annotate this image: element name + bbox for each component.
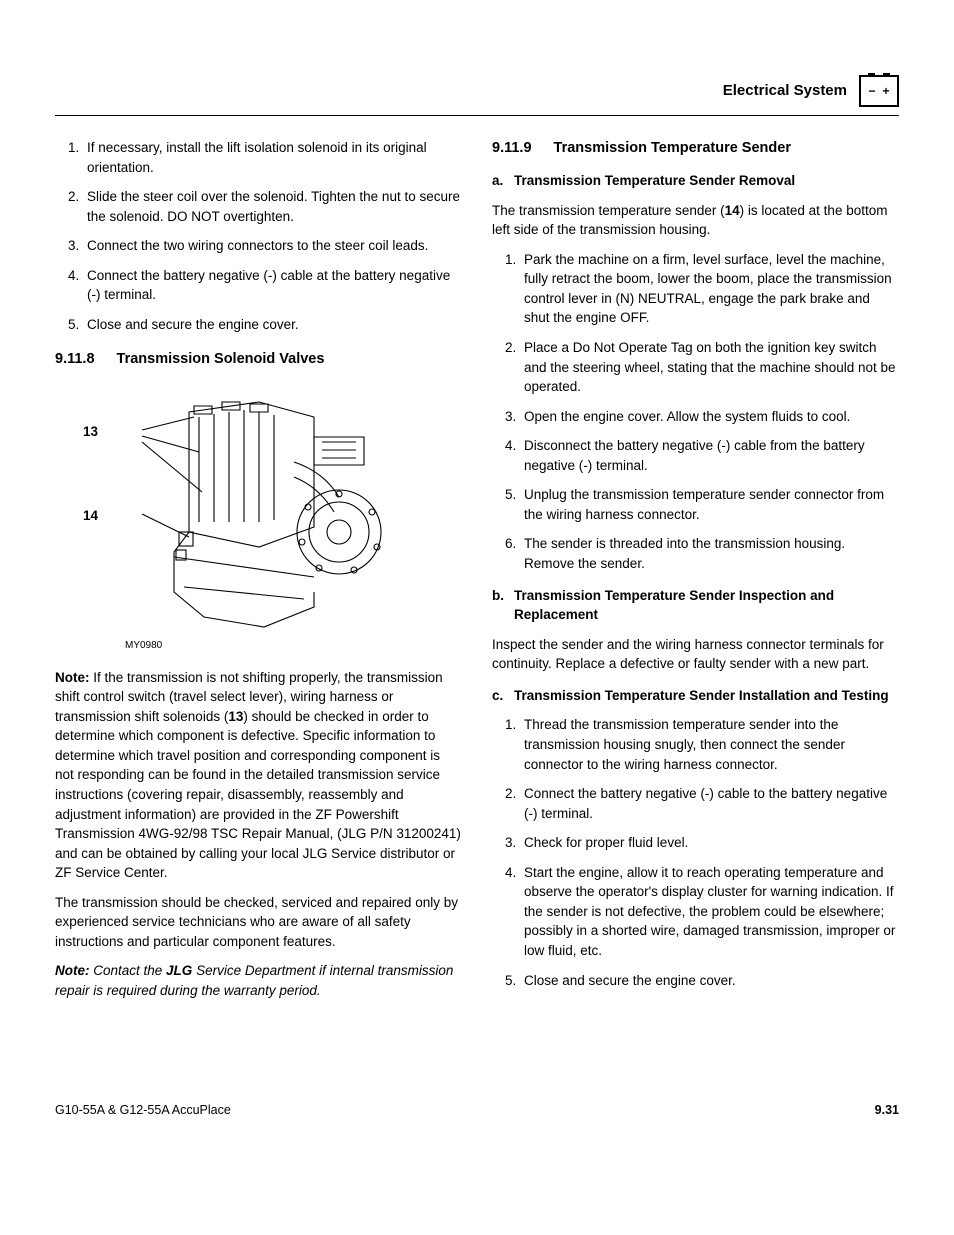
sub-letter: a. — [492, 171, 514, 191]
sender-location: The transmission temperature sender (14)… — [492, 201, 899, 240]
list-item: Slide the steer coil over the solenoid. … — [83, 187, 462, 226]
sub-letter: c. — [492, 686, 514, 706]
list-item: Open the engine cover. Allow the system … — [520, 407, 899, 427]
list-item: Connect the two wiring connectors to the… — [83, 236, 462, 256]
list-item: Connect the battery negative (-) cable a… — [83, 266, 462, 305]
list-item: Unplug the transmission temperature send… — [520, 485, 899, 524]
transmission-figure: 13 14 — [55, 382, 462, 654]
warranty-note: Note: Contact the JLG Service Department… — [55, 961, 462, 1000]
section-title: Transmission Temperature Sender — [554, 138, 791, 159]
removal-steps: Park the machine on a firm, level surfac… — [492, 250, 899, 574]
note-shift: Note: If the transmission is not shiftin… — [55, 668, 462, 883]
list-item: Close and secure the engine cover. — [520, 971, 899, 991]
list-item: The sender is threaded into the transmis… — [520, 534, 899, 573]
battery-icon: − + — [859, 75, 899, 107]
sub-title: Transmission Temperature Sender Removal — [514, 171, 795, 191]
section-heading-9-11-8: 9.11.8 Transmission Solenoid Valves — [55, 349, 462, 370]
install-steps: If necessary, install the lift isolation… — [55, 138, 462, 335]
callout-13: 13 — [83, 422, 98, 442]
list-item: If necessary, install the lift isolation… — [83, 138, 462, 177]
note-text-a: Contact the — [90, 963, 167, 978]
sub-letter: b. — [492, 586, 514, 625]
battery-plus-icon: + — [882, 85, 889, 97]
list-item: Place a Do Not Operate Tag on both the i… — [520, 338, 899, 397]
section-heading-9-11-9: 9.11.9 Transmission Temperature Sender — [492, 138, 899, 159]
jlg-brand: JLG — [166, 963, 192, 978]
ref-14: 14 — [725, 203, 740, 218]
subsection-a: a. Transmission Temperature Sender Remov… — [492, 171, 899, 191]
footer-model: G10-55A & G12-55A AccuPlace — [55, 1101, 231, 1119]
section-number: 9.11.8 — [55, 349, 95, 370]
subsection-b: b. Transmission Temperature Sender Inspe… — [492, 586, 899, 625]
right-column: 9.11.9 Transmission Temperature Sender a… — [492, 138, 899, 1011]
left-column: If necessary, install the lift isolation… — [55, 138, 462, 1011]
section-number: 9.11.9 — [492, 138, 532, 159]
sub-title: Transmission Temperature Sender Inspecti… — [514, 586, 899, 625]
page-footer: G10-55A & G12-55A AccuPlace 9.31 — [55, 1101, 899, 1119]
list-item: Thread the transmission temperature send… — [520, 715, 899, 774]
transmission-diagram-icon — [94, 382, 424, 632]
subsection-c: c. Transmission Temperature Sender Insta… — [492, 686, 899, 706]
install-test-steps: Thread the transmission temperature send… — [492, 715, 899, 990]
note-label: Note: — [55, 963, 90, 978]
service-warning: The transmission should be checked, serv… — [55, 893, 462, 952]
header-divider — [55, 115, 899, 116]
list-item: Connect the battery negative (-) cable t… — [520, 784, 899, 823]
ref-13: 13 — [228, 709, 243, 724]
battery-minus-icon: − — [868, 85, 875, 97]
note-text-b: ) should be checked in order to determin… — [55, 709, 461, 881]
list-item: Park the machine on a firm, level surfac… — [520, 250, 899, 328]
section-title: Transmission Solenoid Valves — [117, 349, 325, 370]
inspection-text: Inspect the sender and the wiring harnes… — [492, 635, 899, 674]
figure-code: MY0980 — [125, 639, 462, 654]
list-item: Start the engine, allow it to reach oper… — [520, 863, 899, 961]
page-section-title: Electrical System — [723, 80, 847, 102]
list-item: Disconnect the battery negative (-) cabl… — [520, 436, 899, 475]
para-text-a: The transmission temperature sender ( — [492, 203, 725, 218]
list-item: Check for proper fluid level. — [520, 833, 899, 853]
sub-title: Transmission Temperature Sender Installa… — [514, 686, 889, 706]
footer-page-number: 9.31 — [875, 1101, 899, 1119]
callout-14: 14 — [83, 506, 98, 526]
note-label: Note: — [55, 670, 90, 685]
list-item: Close and secure the engine cover. — [83, 315, 462, 335]
